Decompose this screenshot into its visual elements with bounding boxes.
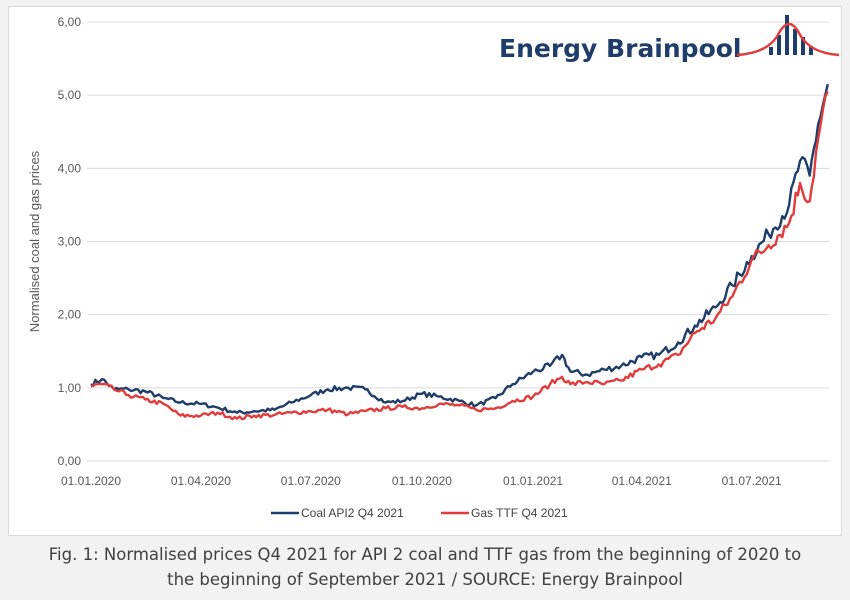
logo-bar [801, 37, 805, 55]
brand-logo: Energy Brainpool [499, 15, 840, 63]
x-tick-label: 01.01.2020 [61, 474, 121, 488]
logo-bars-icon [736, 15, 840, 57]
line-chart: 0,001,002,003,004,005,006,00 01.01.2020 0… [27, 15, 840, 520]
logo-bar [777, 35, 781, 55]
series-lines [90, 83, 829, 421]
logo-curve [736, 22, 840, 57]
logo-bar [809, 47, 813, 55]
x-tick-label: 01.01.2021 [503, 474, 563, 488]
figure-caption: Fig. 1: Normalised prices Q4 2021 for AP… [0, 542, 850, 592]
gas-series-line [90, 90, 829, 421]
y-tick-label: 4,00 [58, 161, 82, 175]
y-tick-label: 2,00 [58, 308, 82, 322]
y-tick-label: 5,00 [58, 88, 82, 102]
x-tick-label: 01.04.2021 [612, 474, 672, 488]
x-tick-label: 01.07.2020 [281, 474, 341, 488]
caption-line-1: Fig. 1: Normalised prices Q4 2021 for AP… [48, 545, 802, 564]
y-tick-label: 1,00 [58, 381, 82, 395]
logo-bar [785, 15, 789, 55]
legend-label: Coal API2 Q4 2021 [301, 506, 404, 520]
x-tick-labels: 01.01.2020 01.04.2020 01.07.2020 01.10.2020… [61, 474, 782, 488]
x-tick-label: 01.07.2021 [722, 474, 782, 488]
y-tick-labels: 0,00 1,00 2,00 3,00 4,00 5,00 6,00 [58, 15, 82, 468]
x-tick-label: 01.04.2020 [171, 474, 231, 488]
y-axis-title: Normalised coal and gas prices [27, 150, 42, 332]
grid-lines [87, 21, 829, 462]
legend-label: Gas TTF Q4 2021 [471, 506, 568, 520]
logo-bar [793, 29, 797, 55]
logo-text: Energy Brainpool [499, 34, 742, 63]
y-tick-label: 0,00 [58, 454, 82, 468]
y-tick-label: 3,00 [58, 235, 82, 249]
coal-series-line [90, 83, 829, 415]
logo-bar [769, 47, 773, 55]
caption-line-2: the beginning of September 2021 / SOURCE… [167, 570, 683, 589]
legend: Coal API2 Q4 2021 Gas TTF Q4 2021 [271, 506, 568, 520]
x-tick-label: 01.10.2020 [392, 474, 452, 488]
chart-container: 0,00 1,00 2,00 3,00 4,00 5,00 6,00 01.01.2020 0… [8, 6, 842, 536]
y-tick-label: 6,00 [58, 15, 82, 29]
